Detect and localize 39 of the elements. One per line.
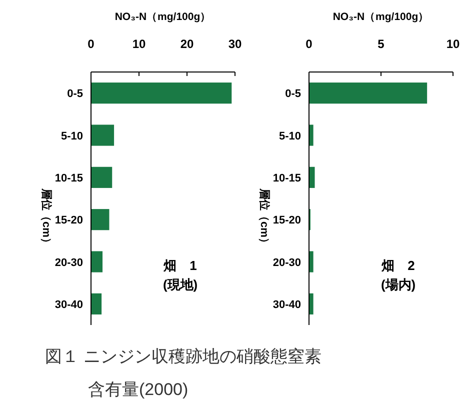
annotation: 畑 1	[162, 258, 197, 273]
y-tick-label: 15-20	[54, 214, 83, 227]
bar	[309, 166, 315, 188]
bar	[91, 209, 110, 230]
x-axis-title: NO₃-N（mg/100g）	[332, 11, 430, 23]
y-axis-title: 層位（cm）	[40, 188, 53, 248]
x-axis-title: NO₃-N（mg/100g）	[114, 11, 212, 23]
y-tick-label: 30-40	[272, 298, 301, 311]
annotation: (場内)	[380, 277, 416, 292]
x-tick-label: 0	[306, 37, 313, 51]
y-tick-label: 20-30	[54, 256, 83, 269]
bar	[91, 166, 112, 188]
y-tick-label: 20-30	[272, 256, 301, 269]
x-tick-label: 20	[180, 37, 194, 51]
y-tick-label: 10-15	[54, 172, 83, 184]
x-tick-label: 10	[132, 37, 146, 51]
bar	[309, 293, 314, 314]
y-tick-label: 0-5	[285, 88, 301, 100]
y-axis-title: 層位（cm）	[258, 188, 271, 248]
x-tick-label: 5	[378, 37, 385, 51]
bar	[309, 124, 314, 146]
annotation: (現地)	[162, 277, 198, 292]
bar	[91, 293, 102, 314]
bar	[91, 124, 114, 146]
y-tick-label: 5-10	[60, 130, 83, 142]
y-tick-label: 0-5	[67, 88, 83, 100]
bar	[309, 82, 428, 104]
text: 図１ ニンジン収穫跡地の硝酸態窒素含有量(2000)	[45, 347, 322, 399]
bar	[91, 82, 232, 104]
y-tick-label: 15-20	[272, 214, 301, 227]
y-tick-label: 5-10	[278, 130, 301, 142]
y-tick-label: 30-40	[54, 298, 83, 311]
x-tick-label: 0	[88, 37, 95, 51]
x-tick-label: 30	[228, 37, 242, 51]
x-tick-label: 10	[446, 37, 460, 51]
bar	[91, 251, 103, 272]
bar	[309, 251, 314, 272]
annotation: 畑 2	[380, 258, 415, 273]
y-tick-label: 10-15	[272, 172, 301, 184]
